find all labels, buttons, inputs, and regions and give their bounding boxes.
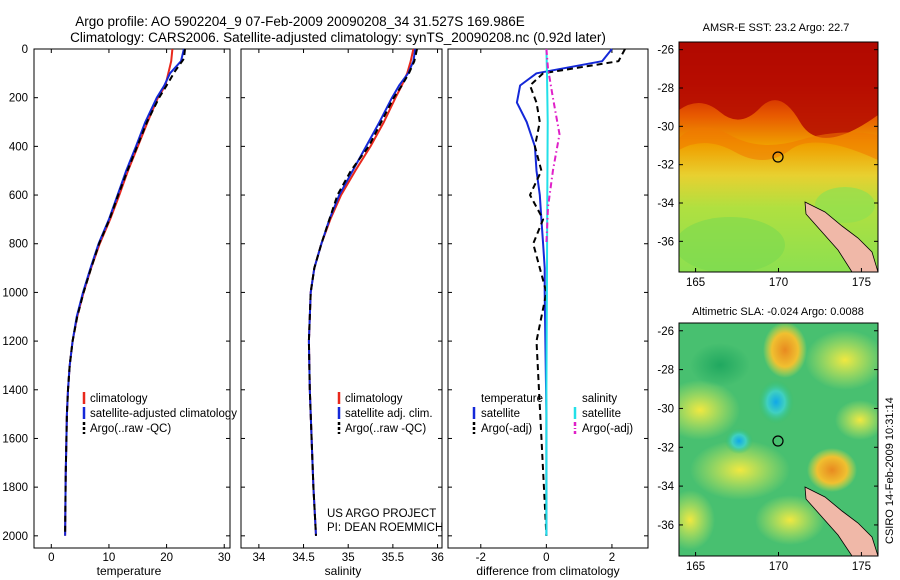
map-y-tick-label: -30 xyxy=(657,121,674,133)
map-y-tick-label: -34 xyxy=(657,198,674,210)
temperature-legend: climatology satellite-adjusted climatolo… xyxy=(82,392,237,435)
map-y-tick-label: -32 xyxy=(657,160,674,172)
legend-label-argo: Argo(-adj) xyxy=(481,423,532,435)
legend-label-climatology: climatology xyxy=(345,393,403,405)
temperature-x-axis: 0 10 20 30 xyxy=(48,49,231,564)
depth-axis: 0 200 400 600 800 1000 1200 1400 1600 1800 2000 xyxy=(2,44,230,543)
legend-label-climatology: climatology xyxy=(90,393,148,405)
x-tick-label: 30 xyxy=(218,552,231,564)
pi-label: PI: DEAN ROEMMICH xyxy=(327,522,443,534)
y-tick-label: 200 xyxy=(9,93,28,105)
map-y-tick-label: -26 xyxy=(657,45,674,57)
y-tick-label: 1800 xyxy=(2,482,28,494)
salinity-x-axis: 34 34.5 35 35.5 36 xyxy=(241,48,444,564)
map-y-tick-label: -36 xyxy=(657,520,674,532)
argo-raw-qc-line xyxy=(307,48,418,536)
legend-heading-salinity: salinity xyxy=(582,393,617,405)
y-tick-label: 1000 xyxy=(2,287,28,299)
legend-label-satellite: satellite xyxy=(481,408,520,420)
x-tick-label: -2 xyxy=(476,552,486,564)
map-x-tick-label: 165 xyxy=(686,561,705,573)
temperature-panel: 0 200 400 600 800 1000 1200 1400 1600 1800 2000 0 1… xyxy=(2,44,237,578)
legend-label-salinity-argo: Argo(-adj) xyxy=(582,423,633,435)
salinity-series xyxy=(307,48,418,536)
x-tick-label: 34 xyxy=(252,552,265,564)
legend-label-satellite: satellite adj. clim. xyxy=(345,408,433,420)
salinity-panel: 34 34.5 35 35.5 36 salinity climatology sate… xyxy=(240,48,444,578)
argo-raw-qc-line xyxy=(64,48,186,536)
map-y-tick-label: -36 xyxy=(657,236,674,248)
sst-map-axes: 165 170 175 -26 -28 -30 -32 -34 -36 xyxy=(657,45,878,289)
map-y-tick-label: -32 xyxy=(657,442,674,454)
legend-label-satellite: satellite-adjusted climatology xyxy=(90,408,237,420)
sst-map-title: AMSR-E SST: 23.2 Argo: 22.7 xyxy=(703,22,850,34)
project-label: US ARGO PROJECT xyxy=(327,508,436,520)
difference-panel: -2 0 2 difference from climatology tempera… xyxy=(447,48,649,578)
y-tick-label: 1400 xyxy=(2,385,28,397)
temperature-series xyxy=(64,48,186,536)
y-tick-label: 800 xyxy=(9,239,28,251)
argo-location-marker xyxy=(772,435,784,447)
x-tick-label: 0 xyxy=(48,552,54,564)
sla-map-panel: Altimetric SLA: -0.024 Argo: 0.0088 165 1… xyxy=(657,306,879,573)
x-tick-label: 0 xyxy=(543,552,549,564)
x-tick-label: 36 xyxy=(431,552,444,564)
temperature-x-label: temperature xyxy=(97,564,162,578)
argo-location-marker xyxy=(772,151,784,163)
salinity-legend: climatology satellite adj. clim. Argo(..… xyxy=(337,392,433,435)
map-x-tick-label: 165 xyxy=(686,277,705,289)
y-tick-label: 1600 xyxy=(2,433,28,445)
salinity-argo-adj-line xyxy=(545,48,561,244)
map-y-tick-label: -34 xyxy=(657,481,674,493)
x-tick-label: 20 xyxy=(160,552,173,564)
csiro-credit: CSIRO 14-Feb-2009 10:31:14 xyxy=(884,397,896,544)
map-x-tick-label: 170 xyxy=(769,277,788,289)
figure-title-line1: Argo profile: AO 5902204_9 07-Feb-2009 2… xyxy=(75,14,525,29)
x-tick-label: 35.5 xyxy=(382,552,404,564)
difference-series xyxy=(515,48,626,536)
map-x-tick-label: 175 xyxy=(852,277,871,289)
sst-map-image xyxy=(679,42,878,272)
y-tick-label: 1200 xyxy=(2,336,28,348)
legend-heading-temperature: temperature xyxy=(481,393,543,405)
difference-x-label: difference from climatology xyxy=(476,564,619,578)
x-tick-label: 2 xyxy=(609,552,615,564)
temperature-satellite-line xyxy=(515,48,613,536)
x-tick-label: 35 xyxy=(342,552,355,564)
salinity-axes-box xyxy=(240,48,443,549)
salinity-satellite-line xyxy=(545,48,549,536)
difference-legend-temperature: temperature satellite Argo(-adj) xyxy=(472,393,543,435)
map-y-tick-label: -30 xyxy=(657,403,674,415)
sla-map-title: Altimetric SLA: -0.024 Argo: 0.0088 xyxy=(692,306,864,318)
sla-map-axes: 165 170 175 -26 -28 -30 -32 -34 -36 xyxy=(657,326,878,573)
x-tick-label: 10 xyxy=(103,552,116,564)
temperature-axes-box xyxy=(33,48,231,549)
map-y-tick-label: -28 xyxy=(657,365,674,377)
y-tick-label: 0 xyxy=(22,44,28,56)
new-zealand-coast xyxy=(804,201,878,272)
x-tick-label: 34.5 xyxy=(292,552,314,564)
map-x-tick-label: 175 xyxy=(852,561,871,573)
y-tick-label: 600 xyxy=(9,190,28,202)
salinity-x-label: salinity xyxy=(325,564,362,578)
legend-label-argo: Argo(..raw -QC) xyxy=(90,423,171,435)
map-y-tick-label: -26 xyxy=(657,326,674,338)
legend-label-argo: Argo(..raw -QC) xyxy=(345,423,426,435)
figure-title-line2: Climatology: CARS2006. Satellite-adjuste… xyxy=(70,30,606,45)
map-y-tick-label: -28 xyxy=(657,83,674,95)
y-tick-label: 400 xyxy=(9,141,28,153)
sla-map-image xyxy=(679,323,878,556)
legend-label-salinity-satellite: satellite xyxy=(582,408,621,420)
sst-map-panel: AMSR-E SST: 23.2 Argo: 22.7 165 170 175 -26… xyxy=(657,22,879,289)
new-zealand-coast xyxy=(804,486,878,556)
difference-legend-salinity: salinity satellite Argo(-adj) xyxy=(573,393,633,435)
map-x-tick-label: 170 xyxy=(769,561,788,573)
y-tick-label: 2000 xyxy=(2,531,28,543)
